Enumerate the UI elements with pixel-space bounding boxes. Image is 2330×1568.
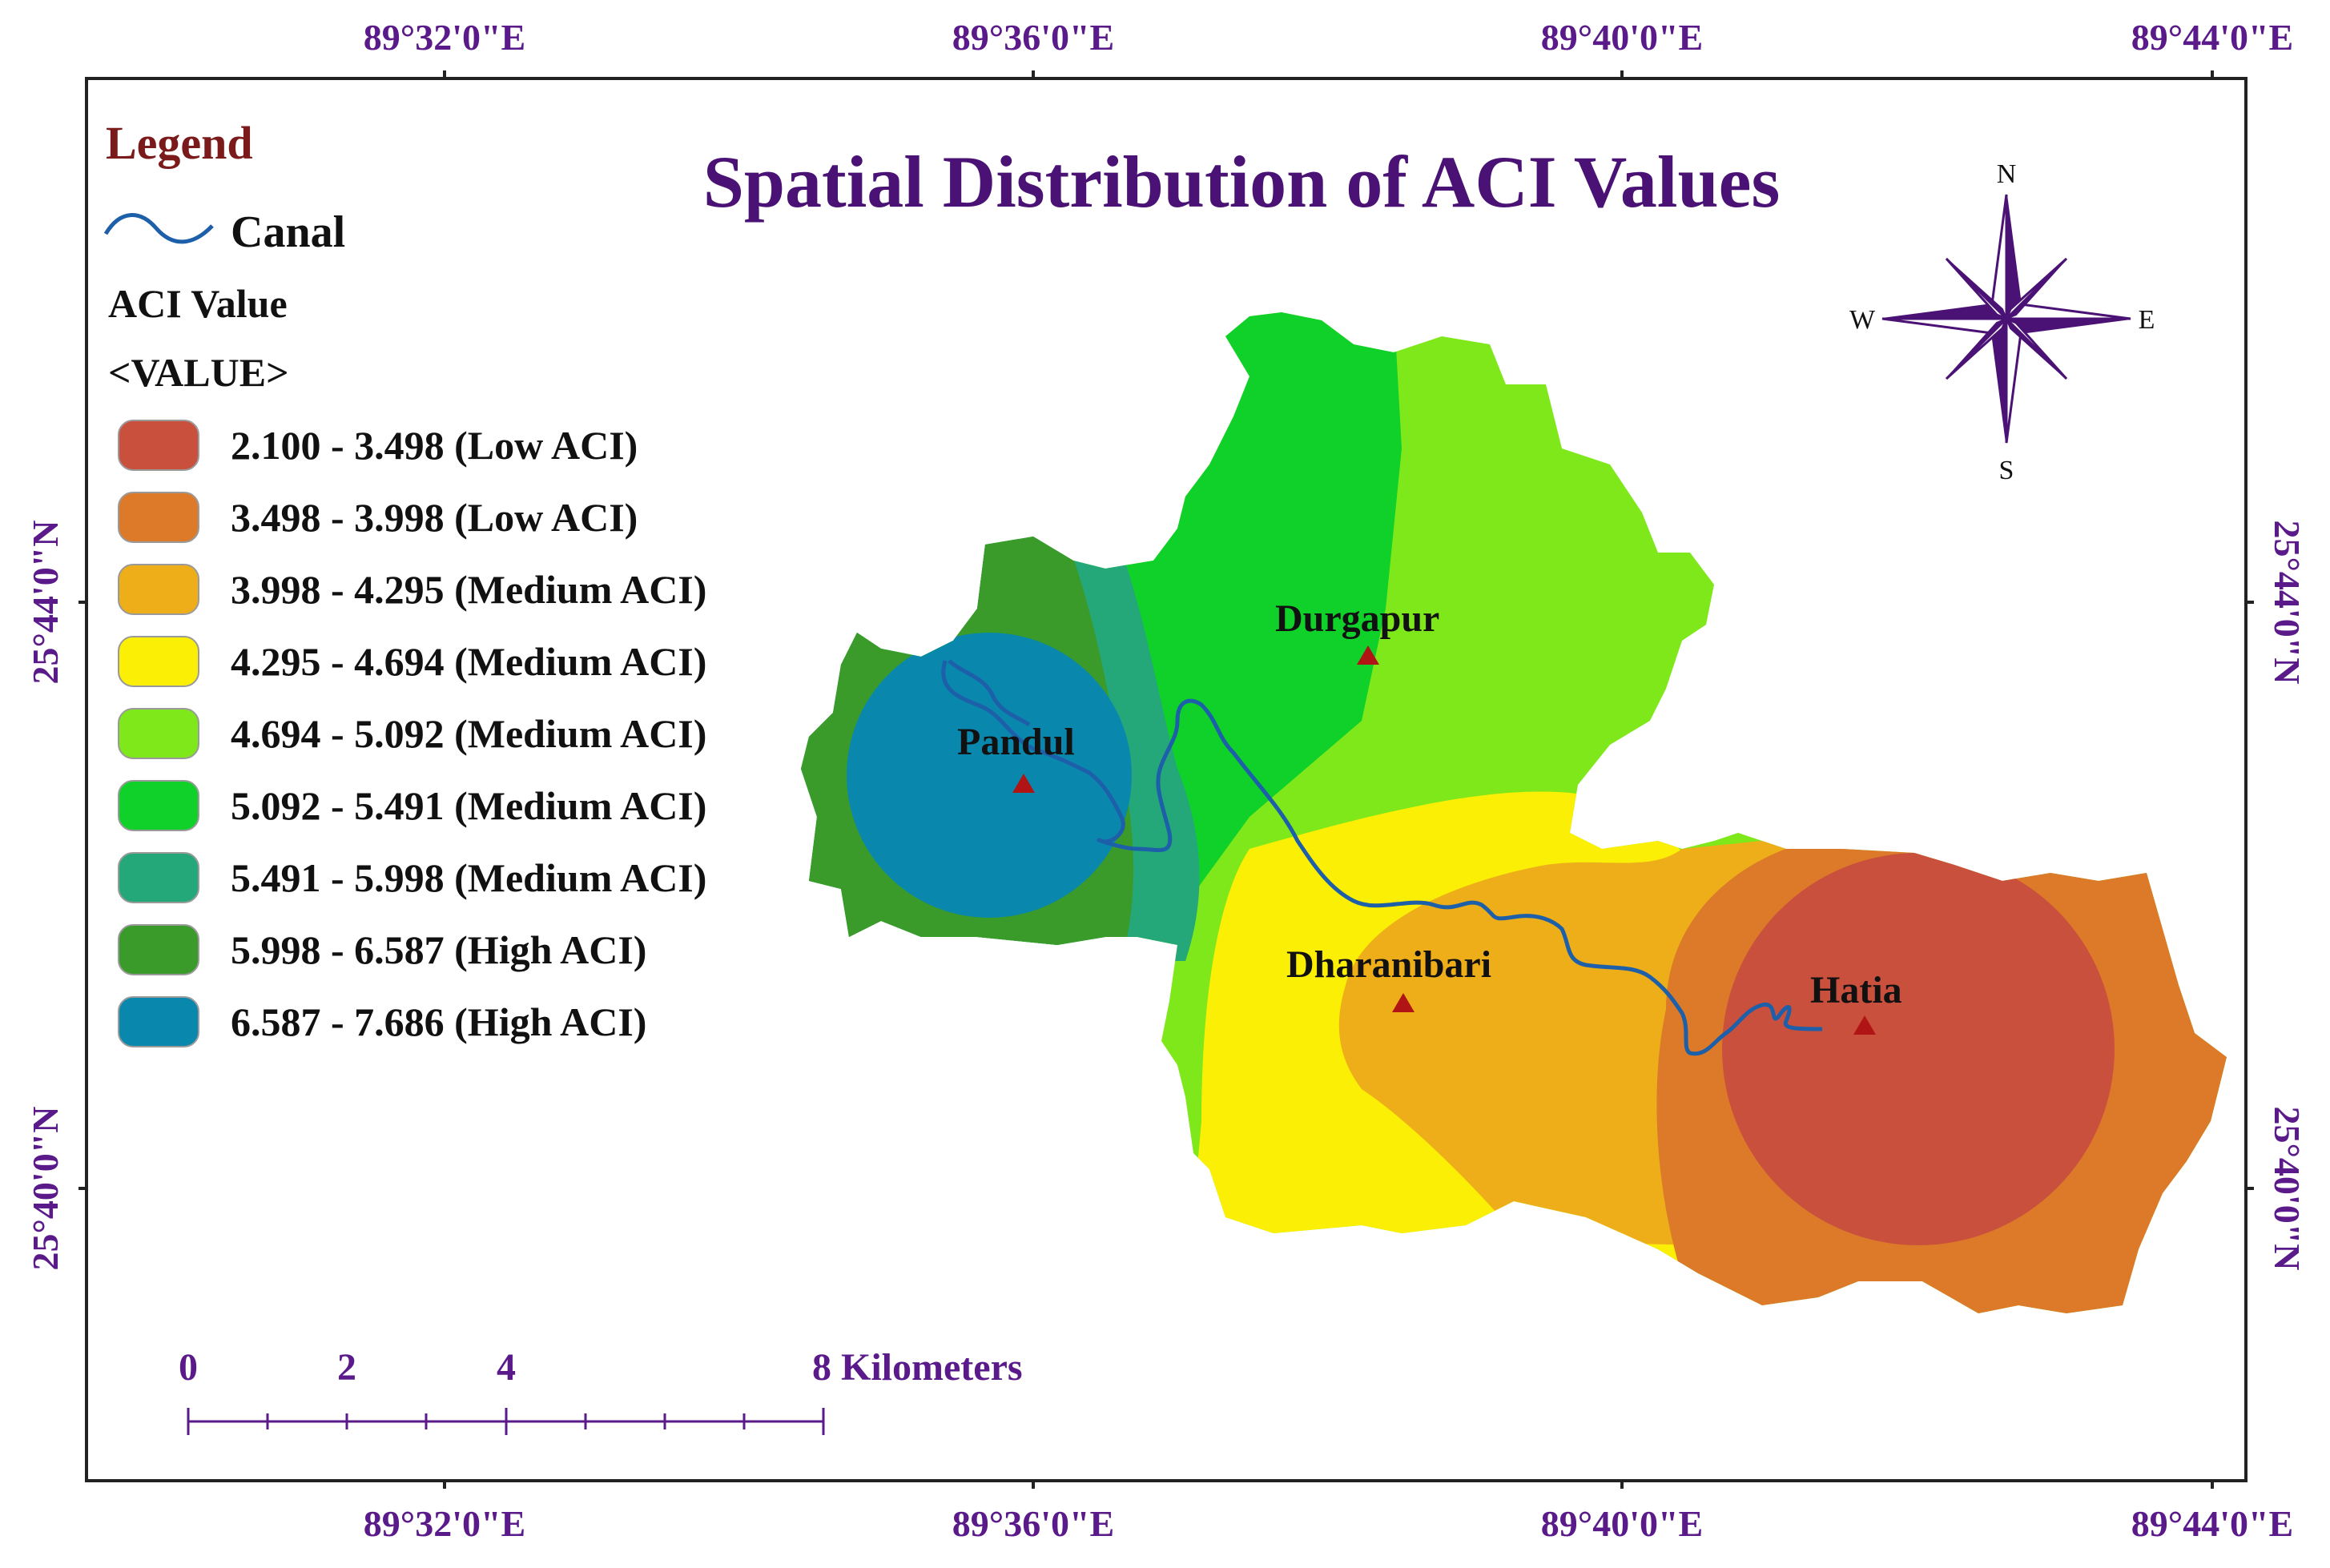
top-lon-label-1: 89°32'0"E [364,17,525,58]
top-lon-label-3: 89°40'0"E [1541,17,1703,58]
durgapur-marker-icon [1357,645,1379,665]
zone-2100-3498 [1722,853,2115,1245]
legend-class-label: 5.998 - 6.587 (High ACI) [231,927,646,972]
scale-tick-2: 2 [337,1346,356,1389]
legend-swatch [118,852,199,903]
canal-line [941,660,1823,1056]
legend-classes: 2.100 - 3.498 (Low ACI) 3.498 - 3.998 (Lo… [118,420,706,1047]
pandul-label: Pandul [957,721,1075,763]
legend-swatch [118,924,199,975]
top-lon-label-2: 89°36'0"E [952,17,1114,58]
bottom-lon-label-2: 89°36'0"E [952,1503,1114,1544]
pandul-marker-icon [1012,774,1035,793]
legend-class-label: 4.295 - 4.694 (Medium ACI) [231,639,706,684]
legend-swatch [118,780,199,831]
scale-bar: 0 2 4 8 Kilometers [179,1346,1023,1435]
compass-icon: N S E W [1849,159,2155,485]
compass-s-label: S [1999,456,2014,485]
legend-swatch [118,708,199,759]
legend-value-label: <VALUE> [108,350,289,395]
compass-w-label: W [1849,305,1876,335]
map-title: Spatial Distribution of ACI Values [703,141,1781,223]
top-lon-label-4: 89°44'0"E [2131,17,2293,58]
bottom-lon-label-4: 89°44'0"E [2131,1503,2293,1544]
canal-legend-icon [103,213,214,244]
dharanibari-marker-icon [1392,993,1414,1012]
bottom-lon-label-3: 89°40'0"E [1541,1503,1703,1544]
legend-swatch [118,996,199,1047]
legend: Legend Canal ACI Value <VALUE> 2.100 - 3… [103,117,706,1047]
legend-title: Legend [106,117,253,169]
legend-class-label: 5.092 - 5.491 (Medium ACI) [231,783,706,828]
left-lat-label-2: 25°40'0"N [25,1107,66,1271]
canal-branch [948,659,1031,727]
legend-class-label: 3.498 - 3.998 (Low ACI) [231,495,638,540]
legend-swatch [118,492,199,543]
bottom-lon-label-1: 89°32'0"E [364,1503,525,1544]
scale-tick-8: 8 Kilometers [812,1346,1023,1389]
compass-e-label: E [2139,305,2155,335]
legend-class-label: 4.694 - 5.092 (Medium ACI) [231,711,706,756]
legend-swatch [118,564,199,615]
scale-tick-4: 4 [497,1346,516,1389]
right-lat-label-2: 25°40'0"N [2267,1107,2308,1271]
legend-swatch [118,636,199,687]
durgapur-label: Durgapur [1275,597,1439,640]
left-lat-label-1: 25°44'0"N [25,521,66,685]
legend-class-label: 6.587 - 7.686 (High ACI) [231,999,646,1044]
scale-tick-0: 0 [179,1346,198,1389]
legend-field-label: ACI Value [108,281,288,326]
hatia-marker-icon [1853,1015,1876,1035]
frame-ticks [78,70,2254,1489]
legend-class-label: 2.100 - 3.498 (Low ACI) [231,423,638,468]
legend-swatch [118,420,199,471]
legend-class-label: 5.491 - 5.998 (Medium ACI) [231,855,706,900]
zone-6587-7686 [847,633,1132,918]
right-lat-label-1: 25°44'0"N [2267,521,2308,685]
legend-canal-label: Canal [231,207,345,257]
hatia-label: Hatia [1810,969,1902,1011]
dharanibari-label: Dharanibari [1286,943,1491,986]
compass-n-label: N [1997,159,2017,189]
legend-class-label: 3.998 - 4.295 (Medium ACI) [231,567,706,612]
